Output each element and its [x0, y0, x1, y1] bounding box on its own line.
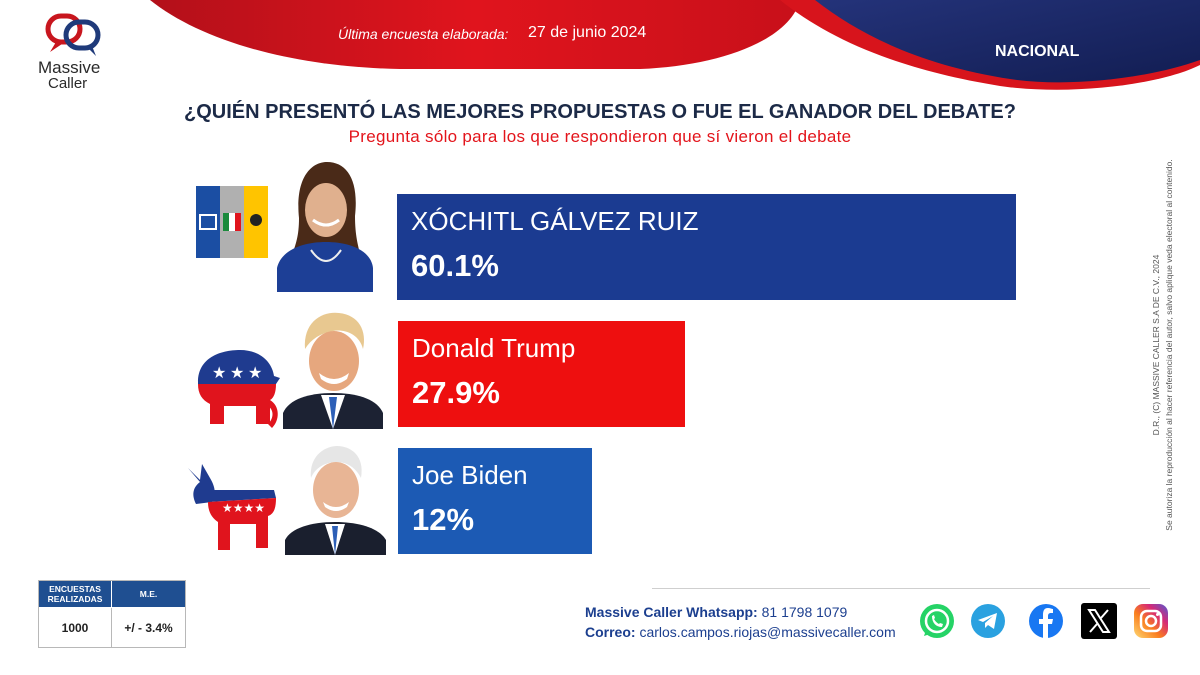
- telegram-icon[interactable]: [970, 603, 1006, 639]
- bar-label-xochitl: XÓCHITL GÁLVEZ RUIZ: [411, 206, 699, 236]
- massive-caller-logo: Massive Caller: [30, 10, 130, 95]
- header-banner: [150, 0, 1200, 90]
- survey-stats-table: ENCUESTAS REALIZADAS M.E. 1000 +/ - 3.4%: [38, 580, 186, 648]
- candidate-portrait-icon: [271, 158, 378, 292]
- logo-icon: [45, 13, 101, 56]
- svg-text:★: ★: [248, 363, 262, 382]
- svg-text:★: ★: [212, 363, 226, 382]
- copyright-note: D.R., (C) MASSIVE CALLER S.A DE C.V., 20…: [1150, 130, 1182, 560]
- republican-elephant-icon: ★ ★ ★: [198, 350, 280, 428]
- copyright-line: D.R., (C) MASSIVE CALLER S.A DE C.V., 20…: [1151, 254, 1161, 436]
- pan-pri-prd-flags-icon: [196, 186, 268, 258]
- contact-whatsapp: Massive Caller Whatsapp: 81 1798 1079: [585, 604, 847, 620]
- whatsapp-number[interactable]: 81 1798 1079: [761, 604, 848, 620]
- survey-date-label: Última encuesta elaborada:: [338, 26, 509, 42]
- stats-header-margin: M.E.: [112, 581, 185, 607]
- bar-value-biden: 12%: [412, 502, 475, 537]
- bar-value-xochitl: 60.1%: [411, 248, 499, 283]
- candidate-portrait-icon: [283, 309, 383, 429]
- bar-label-trump: Donald Trump: [412, 333, 576, 363]
- survey-date: 27 de junio 2024: [528, 24, 647, 41]
- logo-name-line2: Caller: [48, 75, 88, 92]
- svg-text:★★★★: ★★★★: [222, 501, 265, 515]
- whatsapp-icon[interactable]: [919, 603, 955, 639]
- bar-value-trump: 27.9%: [412, 375, 500, 410]
- logo-name-line1: Massive: [38, 58, 101, 77]
- contact-email: Correo: carlos.campos.riojas@massivecall…: [585, 624, 896, 640]
- x-icon[interactable]: [1081, 603, 1117, 639]
- bar-trump: Donald Trump 27.9%: [398, 321, 686, 427]
- stats-header-surveys: ENCUESTAS REALIZADAS: [39, 581, 111, 607]
- question-subtitle: Pregunta sólo para los que respondieron …: [348, 127, 852, 146]
- bar-label-biden: Joe Biden: [412, 460, 528, 490]
- email-label: Correo:: [585, 624, 636, 640]
- bar-xochitl: XÓCHITL GÁLVEZ RUIZ 60.1%: [397, 194, 1017, 300]
- email-address[interactable]: carlos.campos.riojas@massivecaller.com: [639, 624, 896, 640]
- bar-biden: Joe Biden 12%: [398, 448, 592, 554]
- instagram-icon[interactable]: [1133, 603, 1169, 639]
- footer-divider: [652, 588, 1150, 589]
- copyright-permission-line: Se autoriza la reproducción al hacer ref…: [1164, 159, 1174, 531]
- question-title: ¿QUIÉN PRESENTÓ LAS MEJORES PROPUESTAS O…: [184, 101, 1016, 123]
- democrat-donkey-icon: ★★★★: [188, 464, 276, 550]
- stats-value-margin: +/ - 3.4%: [124, 621, 173, 635]
- whatsapp-label: Massive Caller Whatsapp:: [585, 604, 758, 620]
- facebook-icon[interactable]: [1028, 603, 1064, 639]
- candidate-portrait-icon: [285, 442, 386, 555]
- svg-text:★: ★: [230, 363, 244, 382]
- scope-label: NACIONAL: [995, 43, 1080, 60]
- stats-value-surveys: 1000: [39, 608, 112, 648]
